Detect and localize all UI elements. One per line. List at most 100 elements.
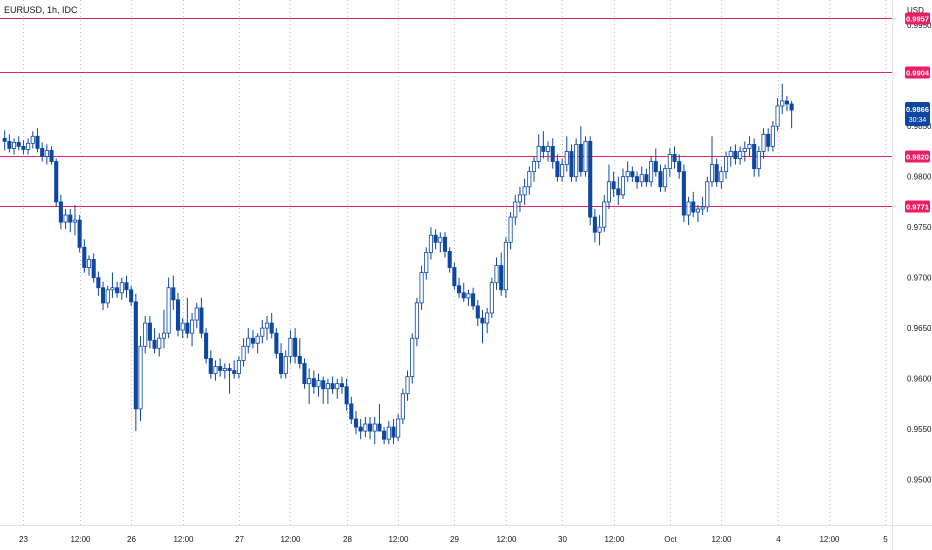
candle-body xyxy=(288,337,293,357)
candle-body xyxy=(583,140,588,173)
candle xyxy=(471,287,476,310)
price-tick-label: 0.9750 xyxy=(907,223,932,232)
time-tick-label: 12:00 xyxy=(604,535,625,544)
candle xyxy=(21,140,26,155)
time-tick-label: 26 xyxy=(127,535,136,544)
candle xyxy=(274,328,279,359)
candle xyxy=(129,285,134,306)
candle xyxy=(709,136,715,187)
candle-body xyxy=(541,145,546,152)
candle-body xyxy=(335,383,340,390)
candle-body xyxy=(681,171,686,216)
candle xyxy=(358,418,363,440)
candle-body xyxy=(457,285,462,294)
candle xyxy=(49,146,54,165)
candle xyxy=(616,176,621,205)
price-tick-label: 0.9700 xyxy=(907,274,932,283)
candle-body xyxy=(227,368,232,371)
candle-body xyxy=(503,241,508,291)
candle xyxy=(171,275,176,310)
candle-body xyxy=(222,368,227,371)
candle xyxy=(241,338,246,367)
candle-body xyxy=(784,100,789,105)
candle-body xyxy=(550,145,555,162)
candle xyxy=(541,131,546,159)
candle xyxy=(494,257,499,290)
candle xyxy=(72,204,77,236)
candle xyxy=(424,247,429,280)
candle xyxy=(199,297,204,339)
currency-label: USD xyxy=(907,6,924,15)
candle-body xyxy=(396,418,401,438)
candle xyxy=(68,208,73,233)
candle xyxy=(166,277,171,339)
candle-body xyxy=(255,335,260,344)
candle-body xyxy=(775,105,780,127)
time-tick-label: 12:00 xyxy=(388,535,409,544)
candle-body xyxy=(143,322,148,347)
candle-body xyxy=(705,181,710,208)
candle-body xyxy=(536,145,541,162)
candle-body xyxy=(719,171,724,183)
candle-body xyxy=(386,426,391,440)
candle-body xyxy=(653,161,658,173)
price-level-label: 0.9820 xyxy=(906,153,929,162)
price-level-label: 0.9771 xyxy=(906,203,929,212)
candle xyxy=(264,316,270,341)
candle xyxy=(728,146,733,167)
candle-body xyxy=(77,219,82,248)
price-level-label: 0.9957 xyxy=(906,15,929,24)
candle xyxy=(447,247,452,273)
candle-body xyxy=(96,277,101,289)
candle xyxy=(110,272,115,298)
candle xyxy=(578,126,583,177)
candle xyxy=(719,166,724,189)
candle-body xyxy=(138,345,143,410)
candle-body xyxy=(353,418,359,428)
candle xyxy=(368,416,373,440)
candle xyxy=(44,144,49,165)
candle-body xyxy=(283,355,288,374)
candle xyxy=(480,309,485,344)
time-tick-label: 23 xyxy=(19,535,28,544)
candle xyxy=(499,252,504,296)
candle-body xyxy=(770,125,775,147)
candle-body xyxy=(180,322,185,331)
candle xyxy=(508,212,513,250)
candle xyxy=(686,196,691,226)
candle-body xyxy=(466,293,471,299)
candle xyxy=(180,318,185,339)
candle-body xyxy=(578,143,583,173)
candle xyxy=(419,265,424,310)
candle xyxy=(761,128,766,159)
candle xyxy=(513,194,518,226)
candle-body xyxy=(199,307,204,334)
candle-body xyxy=(279,352,284,374)
candle-body xyxy=(588,140,593,218)
candle-body xyxy=(293,337,298,357)
time-tick-label: 12:00 xyxy=(70,535,91,544)
candle-body xyxy=(714,164,719,183)
candle-body xyxy=(555,161,560,178)
price-level-tag xyxy=(905,150,930,163)
candle xyxy=(194,302,199,329)
candle xyxy=(16,136,21,151)
candle-body xyxy=(433,234,438,243)
candle-body xyxy=(724,156,729,173)
candle-body xyxy=(574,143,579,178)
candle xyxy=(321,376,326,404)
candle xyxy=(377,403,382,432)
candle xyxy=(7,134,12,153)
candle-body xyxy=(756,151,761,170)
candle xyxy=(588,136,593,226)
candle-body xyxy=(686,201,691,216)
candle xyxy=(236,356,241,379)
candle xyxy=(293,328,298,364)
candle xyxy=(63,208,68,230)
candle xyxy=(489,277,494,319)
candle xyxy=(396,413,401,442)
candle xyxy=(597,215,602,246)
candle xyxy=(316,373,321,397)
candle xyxy=(592,208,597,243)
